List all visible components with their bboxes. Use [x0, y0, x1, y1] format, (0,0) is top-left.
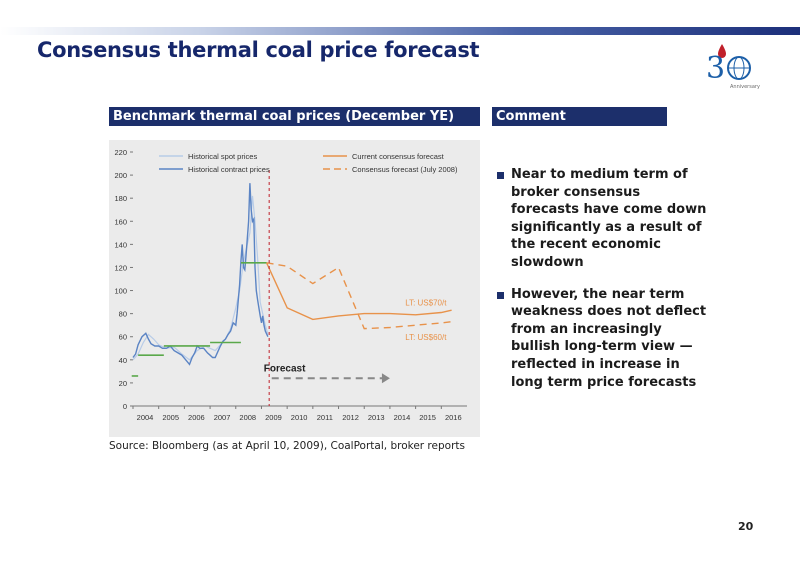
x-tick-label: 2004 [137, 413, 154, 422]
slide-title: Consensus thermal coal price forecast [37, 38, 480, 62]
forecast-arrow-head-icon [381, 373, 390, 384]
legend-label: Current consensus forecast [352, 152, 445, 161]
series-current-consensus [265, 262, 452, 321]
chart-area: 0 20 40 60 80 100 120 140 160 180 200 220 2004 2005 20… [109, 140, 480, 437]
x-tick-label: 2011 [317, 413, 333, 422]
chart-panel-header: Benchmark thermal coal prices (December … [109, 107, 480, 126]
x-tick-label: 2007 [214, 413, 231, 422]
series-consensus-july-2008 [266, 262, 452, 330]
x-tick-label: 2010 [291, 413, 308, 422]
top-gradient-bar [0, 27, 800, 35]
x-tick-label: 2006 [188, 413, 205, 422]
bullet-square-icon [497, 172, 504, 179]
chart-svg: 0 20 40 60 80 100 120 140 160 180 200 220 2004 2005 20… [114, 148, 467, 422]
series-historical-contract [132, 183, 269, 366]
x-tick-label: 2009 [265, 413, 282, 422]
series-historical-spot [132, 195, 269, 361]
legend-label: Historical contract prices [188, 165, 270, 174]
y-tick-label: 120 [114, 263, 127, 272]
y-tick-label: 180 [114, 194, 127, 203]
x-tick-label: 2015 [419, 413, 436, 422]
comment-bullet-2: However, the near term weakness does not… [497, 286, 707, 392]
y-tick-label: 20 [119, 379, 127, 388]
anniversary-logo: 3 Anniversary [706, 44, 760, 90]
y-tick-label: 0 [123, 402, 127, 411]
comment-list: Near to medium term of broker consensus … [497, 166, 707, 405]
y-tick-label: 200 [114, 171, 127, 180]
legend-label: Consensus forecast (July 2008) [352, 165, 458, 174]
y-tick-label: 220 [114, 148, 127, 157]
page-number: 20 [738, 520, 754, 533]
comment-bullet-1: Near to medium term of broker consensus … [497, 166, 707, 272]
svg-text:3: 3 [706, 51, 725, 86]
legend-label: Historical spot prices [188, 152, 257, 161]
x-tick-label: 2005 [162, 413, 179, 422]
drop-icon [718, 44, 726, 58]
bullet-square-icon [497, 291, 504, 299]
lt-70-label: LT: US$70/t [405, 299, 447, 308]
x-tick-label: 2008 [239, 413, 256, 422]
x-tick-label: 2013 [368, 413, 385, 422]
y-tick-label: 140 [114, 240, 127, 249]
comment-panel-header: Comment [492, 107, 667, 126]
forecast-label: Forecast [264, 363, 306, 374]
y-tick-label: 60 [119, 333, 127, 342]
logo-caption: Anniversary [730, 84, 760, 90]
lt-60-label: LT: US$60/t [405, 333, 447, 342]
x-tick-label: 2012 [342, 413, 359, 422]
x-tick-label: 2016 [445, 413, 462, 422]
y-tick-label: 40 [119, 356, 127, 365]
y-tick-label: 80 [119, 310, 127, 319]
y-tick-label: 160 [114, 217, 127, 226]
y-tick-label: 100 [114, 287, 127, 296]
x-tick-label: 2014 [394, 413, 411, 422]
source-note: Source: Bloomberg (as at April 10, 2009)… [109, 440, 465, 452]
